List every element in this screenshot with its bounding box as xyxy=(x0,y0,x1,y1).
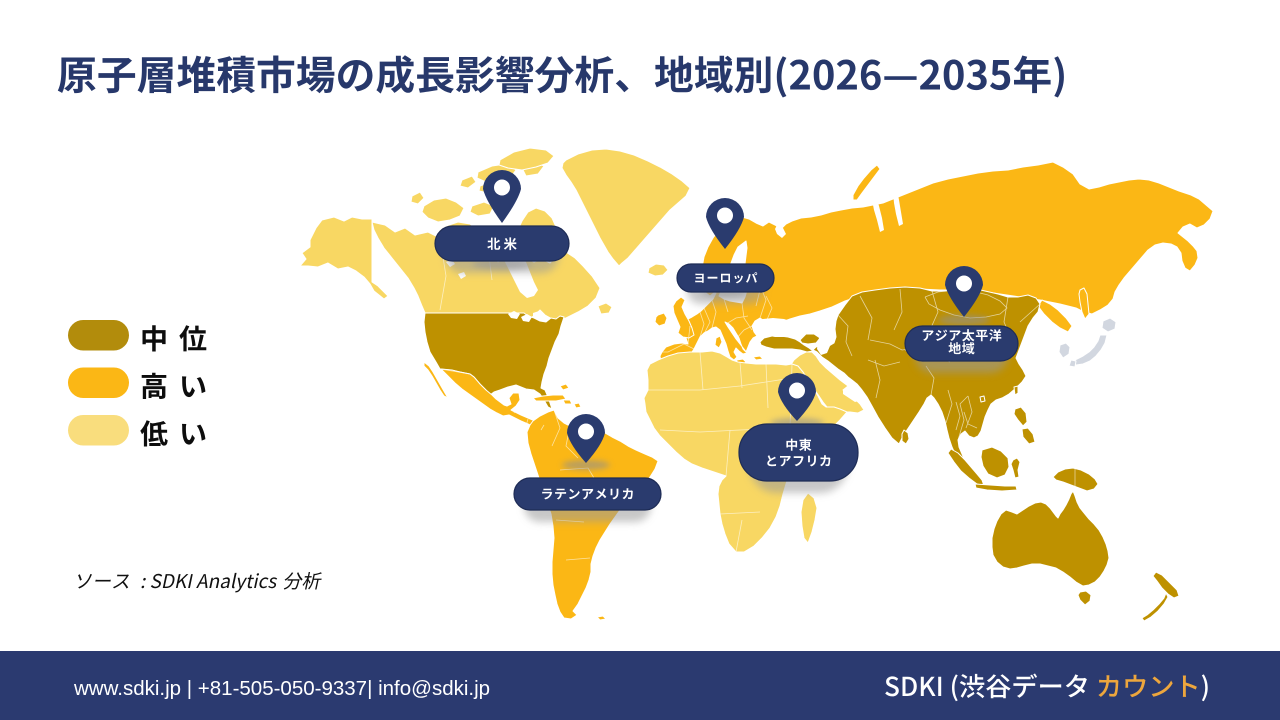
svg-text:www.sdki.jp | +81-505-050-9337: www.sdki.jp | +81-505-050-9337| info@sdk… xyxy=(73,677,490,700)
